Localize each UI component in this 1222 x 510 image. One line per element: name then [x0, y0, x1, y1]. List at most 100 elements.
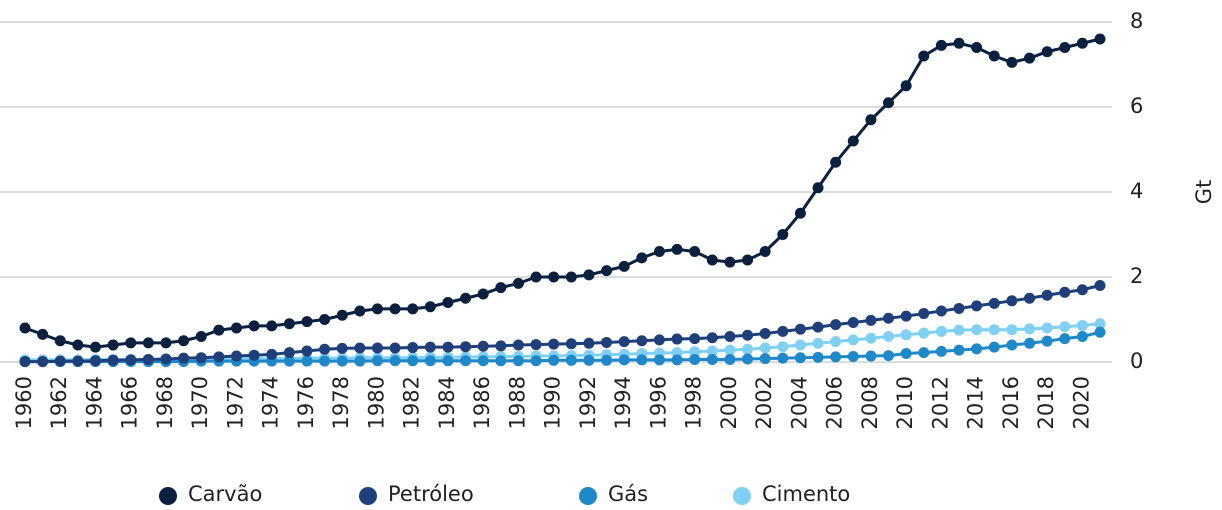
y-tick-label: 8	[1130, 9, 1143, 33]
point	[583, 337, 595, 349]
point	[935, 345, 947, 357]
point	[336, 309, 348, 321]
point	[37, 356, 49, 368]
x-tick-label: 2016	[999, 376, 1023, 429]
x-tick-label: 2004	[787, 376, 811, 429]
point	[742, 329, 754, 341]
point	[407, 303, 419, 315]
legend-marker	[159, 487, 177, 505]
x-tick-label: 1978	[329, 376, 353, 429]
point	[706, 332, 718, 344]
point	[918, 347, 930, 359]
point	[883, 331, 895, 342]
point	[230, 350, 242, 362]
point	[742, 343, 754, 355]
point	[495, 355, 507, 367]
x-tick-label: 1998	[682, 376, 706, 429]
point	[935, 305, 947, 317]
point	[142, 353, 154, 365]
x-tick-label: 1960	[12, 376, 36, 429]
y-tick-label: 4	[1130, 179, 1143, 203]
point	[1024, 292, 1036, 304]
point	[72, 355, 84, 367]
point	[794, 339, 806, 351]
point	[618, 336, 630, 348]
point	[72, 339, 84, 351]
point	[178, 335, 190, 347]
series	[19, 280, 1106, 368]
point	[442, 355, 454, 367]
y-axis-label: Gt	[1192, 180, 1216, 205]
point	[54, 335, 66, 347]
point	[971, 300, 983, 312]
point	[301, 355, 313, 367]
point	[89, 341, 101, 353]
x-tick-label: 2000	[717, 376, 741, 429]
legend-label: Cimento	[762, 482, 850, 506]
x-tick-label: 1968	[153, 376, 177, 429]
x-tick-label: 1994	[611, 376, 635, 429]
point	[706, 345, 718, 357]
point	[283, 318, 295, 330]
point	[583, 269, 595, 281]
point	[495, 340, 507, 352]
point	[54, 355, 66, 367]
point	[1024, 323, 1036, 335]
legend-label: Carvão	[188, 482, 262, 506]
point	[742, 254, 754, 266]
point	[1094, 326, 1106, 338]
point	[213, 324, 225, 336]
x-tick-label: 2002	[752, 376, 776, 429]
point	[971, 42, 983, 53]
series	[19, 33, 1106, 353]
point	[1041, 335, 1053, 347]
point	[460, 292, 472, 304]
point	[883, 97, 895, 109]
point	[830, 351, 842, 363]
point	[900, 310, 912, 322]
point	[1059, 286, 1071, 298]
point	[918, 308, 930, 320]
point	[883, 350, 895, 362]
point	[389, 303, 401, 315]
point	[512, 277, 524, 289]
point	[460, 341, 472, 353]
x-tick-label: 1964	[82, 376, 106, 429]
legend-marker	[359, 487, 377, 505]
point	[548, 338, 560, 350]
point	[1094, 280, 1106, 291]
legend-marker	[579, 487, 597, 505]
point	[301, 345, 313, 357]
x-tick-label: 1986	[470, 376, 494, 429]
point	[759, 353, 771, 365]
point	[601, 336, 613, 348]
point	[1024, 337, 1036, 349]
point	[636, 335, 648, 347]
x-tick-label: 1988	[505, 376, 529, 429]
x-tick-label: 1996	[646, 376, 670, 429]
x-tick-label: 2008	[858, 376, 882, 429]
point	[935, 325, 947, 337]
point	[283, 347, 295, 359]
point	[847, 334, 859, 346]
point	[301, 316, 313, 328]
point	[336, 355, 348, 367]
x-tick-label: 1972	[223, 376, 247, 429]
point	[830, 156, 842, 168]
y-tick-label: 6	[1130, 94, 1143, 118]
point	[354, 342, 366, 354]
point	[953, 302, 965, 314]
x-tick-label: 1992	[576, 376, 600, 429]
point	[900, 348, 912, 359]
point	[442, 341, 454, 353]
point	[389, 355, 401, 367]
point	[530, 271, 542, 283]
point	[407, 355, 419, 367]
point	[512, 355, 524, 367]
point	[988, 341, 1000, 353]
point	[125, 354, 137, 366]
point	[371, 303, 383, 315]
point	[601, 265, 613, 277]
point	[477, 355, 489, 367]
point	[847, 135, 859, 147]
